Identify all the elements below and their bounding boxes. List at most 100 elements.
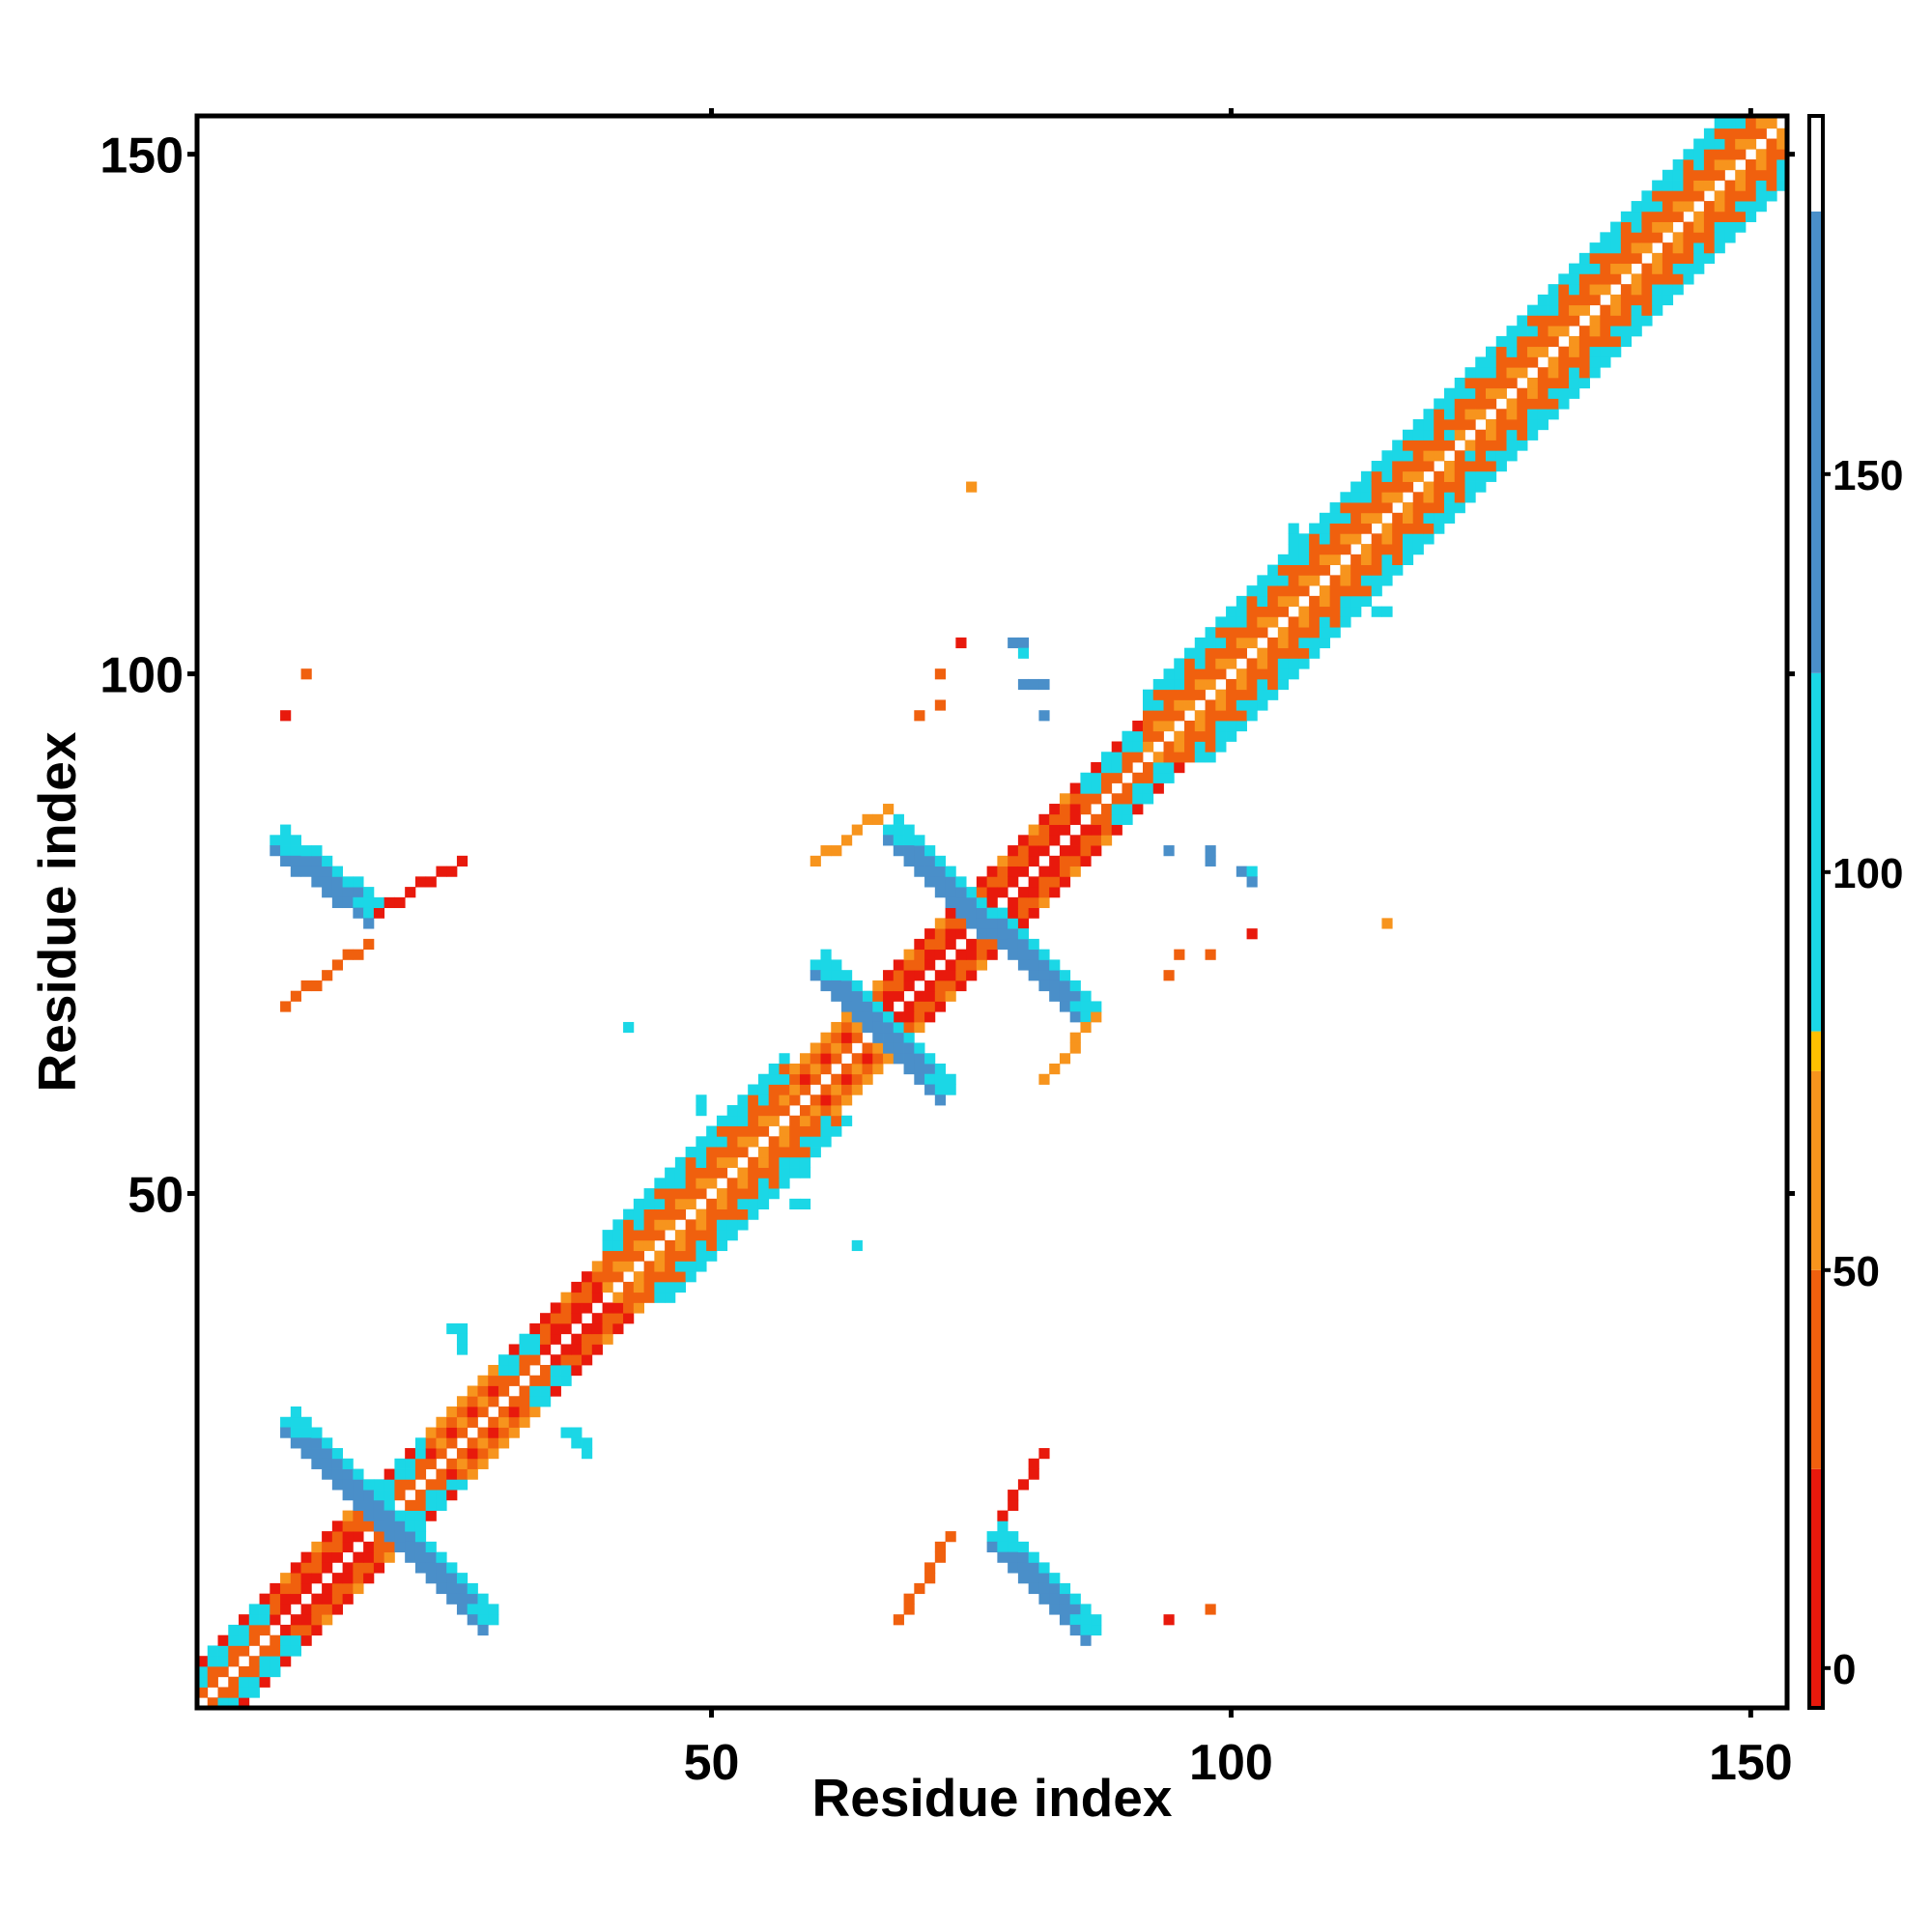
heatmap-cell [986,1541,998,1553]
heatmap-cell [1163,689,1175,700]
heatmap-cell [519,1385,530,1397]
heatmap-cell [1506,450,1518,462]
heatmap-cell [550,1313,561,1324]
heatmap-cell [1069,804,1081,815]
heatmap-cell [934,980,946,992]
heatmap-cell [1693,211,1705,222]
heatmap-cell [1152,752,1164,763]
heatmap-cell [1246,689,1258,700]
heatmap-cell [270,1614,281,1626]
heatmap-cell [1683,221,1694,233]
heatmap-cell [300,855,312,867]
heatmap-cell [1464,461,1476,472]
heatmap-cell [643,1188,655,1200]
heatmap-cell [612,1271,624,1283]
heatmap-cell [924,1073,936,1085]
heatmap-cell [1714,201,1725,213]
heatmap-cell [1038,866,1050,877]
heatmap-cell [757,1125,770,1137]
heatmap-cell [1578,304,1590,316]
heatmap-cell [1506,326,1518,337]
heatmap-cell [851,1032,863,1043]
heatmap-cell [924,938,936,951]
heatmap-cell [1236,720,1247,732]
heatmap-cell [290,845,301,857]
heatmap-cell [757,1084,770,1095]
heatmap-cell [748,1084,759,1095]
heatmap-cell [363,1551,375,1563]
heatmap-cell [1246,606,1258,617]
heatmap-cell [529,1354,541,1366]
heatmap-cell [311,980,323,992]
heatmap-cell [425,1573,437,1584]
heatmap-cell [1569,273,1580,285]
heatmap-cell [1017,1551,1030,1563]
heatmap-cell [716,1239,728,1252]
heatmap-cell [633,1198,644,1210]
heatmap-cell [1672,201,1684,213]
heatmap-cell [789,1147,801,1158]
heatmap-cell [1454,418,1465,431]
heatmap-cell [477,1614,489,1626]
heatmap-cell [1724,128,1736,139]
heatmap-cell [477,1427,489,1438]
heatmap-cell [1184,699,1196,711]
heatmap-cell [1392,512,1404,524]
heatmap-cell [508,1344,520,1355]
heatmap-cell [1038,896,1050,909]
heatmap-cell [373,1510,385,1521]
heatmap-cell [1537,315,1548,327]
heatmap-cell [342,1541,354,1553]
heatmap-cell [342,896,354,909]
heatmap-cell [394,1458,406,1469]
heatmap-cell [1558,387,1570,399]
heatmap-cell [280,1634,292,1646]
heatmap-cell [300,1448,312,1460]
heatmap-cell [1100,752,1113,763]
heatmap-cell [1100,835,1113,846]
heatmap-cell [602,1271,613,1283]
heatmap-cell [851,824,863,836]
heatmap-cell [1610,242,1622,254]
heatmap-cell [322,970,333,981]
heatmap-cell [405,1479,416,1491]
heatmap-cell [976,907,988,919]
heatmap-cell [1517,326,1528,337]
heatmap-cell [353,1479,364,1491]
heatmap-cell [1392,461,1404,472]
heatmap-cell [1517,367,1528,379]
heatmap-cell [373,1520,385,1532]
heatmap-cell [1600,315,1611,327]
heatmap-cell [893,980,904,992]
heatmap-cell [1714,138,1725,150]
heatmap-cell [259,1665,270,1678]
heatmap-cell [342,1458,354,1469]
heatmap-cell [1059,866,1071,877]
heatmap-cell [820,980,832,992]
heatmap-cell [363,887,375,898]
heatmap-cell [883,835,895,846]
heatmap-cell [1236,616,1247,628]
heatmap-cell [1038,959,1050,971]
heatmap-cell [1298,544,1310,555]
heatmap-cell [331,887,344,898]
heatmap-cell [1080,845,1092,857]
heatmap-cell [602,1333,613,1345]
heatmap-cell [986,918,998,929]
heatmap-cell [519,1344,530,1355]
heatmap-cell [1766,149,1777,160]
heatmap-cell [571,1292,582,1303]
heatmap-cell [1205,668,1216,680]
heatmap-cell [903,824,915,836]
heatmap-cell [540,1333,552,1345]
heatmap-cell [1600,335,1611,348]
heatmap-cell [1486,418,1497,431]
heatmap-cell [1152,678,1164,691]
heatmap-cell [446,1593,458,1605]
heatmap-cell [405,1541,416,1553]
heatmap-cell [799,1115,811,1126]
heatmap-cell [685,1271,696,1283]
heatmap-cell [1693,252,1705,265]
heatmap-cell [1578,346,1590,357]
heatmap-cell [696,1094,707,1106]
